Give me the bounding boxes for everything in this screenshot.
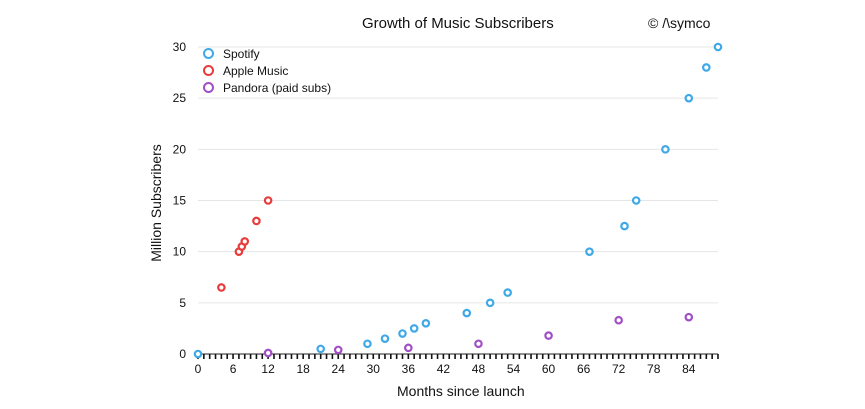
- legend-item-pandora: Pandora (paid subs): [203, 79, 331, 96]
- data-point: [474, 339, 483, 349]
- x-tick-label: 0: [195, 362, 202, 376]
- y-tick-label: 15: [173, 194, 187, 208]
- data-point: [702, 63, 711, 72]
- legend-item-spotify: Spotify: [203, 45, 331, 62]
- x-tick-label: 18: [296, 362, 310, 376]
- x-tick-label: 30: [367, 362, 381, 376]
- legend-label-spotify: Spotify: [223, 46, 260, 61]
- data-point: [240, 237, 250, 246]
- x-tick-label: 66: [577, 362, 591, 376]
- data-point: [333, 345, 343, 355]
- x-tick-label: 54: [507, 362, 521, 376]
- data-point: [684, 93, 694, 103]
- data-point: [485, 298, 495, 308]
- y-tick-label: 30: [173, 40, 187, 54]
- x-tick-label: 84: [682, 362, 696, 376]
- chart-credit: © /\symco: [648, 15, 711, 31]
- x-tick-label: 12: [261, 362, 275, 376]
- data-point: [252, 216, 261, 226]
- grid-lines: [198, 46, 718, 304]
- x-tick-label: 72: [612, 362, 626, 376]
- data-point: [620, 221, 629, 231]
- data-points: [193, 42, 723, 359]
- x-tick-label: 24: [332, 362, 346, 376]
- x-axis-label: Months since launch: [397, 383, 525, 399]
- data-point: [380, 334, 390, 343]
- x-tick-label: 42: [437, 362, 451, 376]
- y-tick-label: 10: [173, 245, 187, 259]
- data-point: [503, 288, 512, 297]
- data-point: [684, 312, 694, 322]
- data-point: [398, 329, 407, 338]
- data-point: [363, 339, 372, 349]
- x-tick-label: 6: [230, 362, 237, 376]
- data-point: [421, 318, 431, 328]
- data-point: [614, 315, 623, 325]
- x-tick-label: 36: [402, 362, 416, 376]
- legend-label-pandora: Pandora (paid subs): [223, 80, 332, 95]
- data-point: [661, 145, 670, 154]
- data-point: [263, 196, 273, 205]
- legend: Spotify Apple Music Pandora (paid subs): [203, 45, 331, 96]
- data-point: [631, 196, 641, 205]
- legend-marker-spotify: [203, 48, 214, 59]
- data-point: [316, 344, 325, 354]
- y-tick-label: 0: [179, 347, 186, 361]
- legend-marker-pandora: [203, 82, 214, 93]
- data-point: [193, 349, 203, 359]
- data-point: [409, 324, 419, 333]
- y-axis-label: Million Subscribers: [148, 144, 164, 262]
- x-tick-label: 78: [647, 362, 661, 376]
- legend-label-apple-music: Apple Music: [223, 63, 289, 78]
- data-point: [404, 343, 413, 353]
- x-tick-label: 60: [542, 362, 556, 376]
- axes: 0 5 10 15 20 25 30 0 6 12 18 24 30 36 42 48 54 60 66 72 78 84: [173, 40, 719, 376]
- data-point: [713, 42, 723, 52]
- x-tick-label: 48: [472, 362, 486, 376]
- y-tick-label: 20: [173, 142, 187, 156]
- data-point: [263, 348, 273, 358]
- legend-item-apple-music: Apple Music: [203, 62, 331, 79]
- legend-marker-apple-music: [203, 65, 214, 76]
- data-point: [544, 331, 553, 340]
- data-point: [217, 283, 226, 292]
- data-point: [585, 247, 594, 256]
- data-point: [462, 308, 472, 318]
- y-tick-label: 25: [173, 91, 187, 105]
- chart-title: Growth of Music Subscribers: [362, 15, 554, 32]
- y-tick-label: 5: [179, 296, 186, 310]
